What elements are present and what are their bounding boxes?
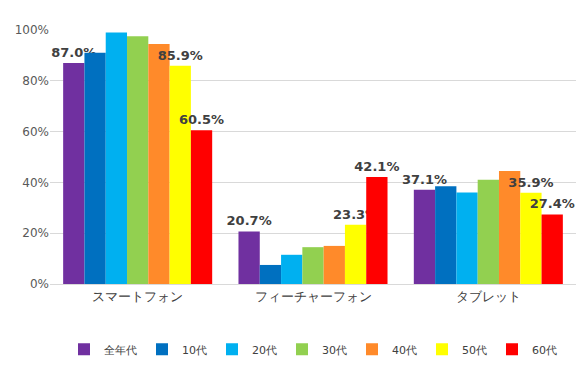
svg-text:42.1%: 42.1% [354,159,399,174]
svg-text:87.0%: 87.0% [51,45,96,60]
svg-text:80%: 80% [22,74,49,88]
svg-text:85.9%: 85.9% [158,48,203,63]
svg-text:タブレット: タブレット [456,289,521,304]
svg-text:60.5%: 60.5% [179,112,224,127]
svg-text:40代: 40代 [392,344,417,357]
svg-text:100%: 100% [15,23,49,37]
svg-text:フィーチャーフォン: フィーチャーフォン [255,289,372,304]
svg-text:全年代: 全年代 [104,344,137,357]
svg-text:0%: 0% [30,277,49,291]
svg-text:40%: 40% [22,176,49,190]
svg-text:37.1%: 37.1% [402,172,447,187]
svg-text:20.7%: 20.7% [227,213,272,228]
svg-text:27.4%: 27.4% [530,196,575,211]
svg-text:30代: 30代 [322,344,347,357]
svg-text:10代: 10代 [182,344,207,357]
svg-text:スマートフォン: スマートフォン [92,289,183,304]
svg-text:60代: 60代 [532,344,557,357]
svg-text:20%: 20% [22,226,49,240]
svg-text:60%: 60% [22,125,49,139]
svg-text:50代: 50代 [462,344,487,357]
svg-text:20代: 20代 [252,344,277,357]
svg-text:35.9%: 35.9% [508,175,553,190]
svg-text:23.3%: 23.3% [333,207,378,222]
